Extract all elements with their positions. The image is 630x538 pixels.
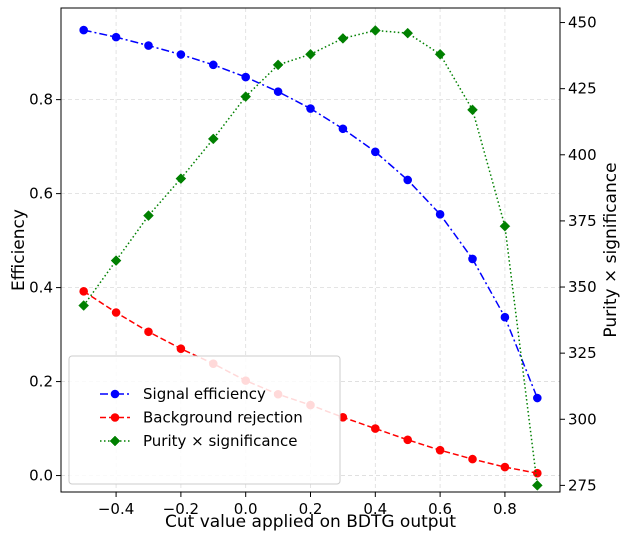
- series-0: [79, 25, 542, 403]
- y-tick-label: 0.2: [29, 373, 53, 391]
- series-2: [78, 25, 543, 491]
- data-point: [78, 300, 90, 311]
- data-point: [403, 435, 413, 445]
- y2-tick-label: 350: [568, 278, 597, 296]
- y-tick-label: 0.8: [29, 91, 53, 109]
- data-point: [533, 468, 542, 478]
- data-point: [79, 287, 88, 296]
- data-point: [531, 480, 543, 491]
- axes: −0.4 −0.2 0.0 0.2 0.4 0.6 0.8 0.0 0.2 0.4 0.6 0.8 27…: [29, 7, 597, 518]
- data-point: [402, 27, 414, 39]
- legend-entry: Purity × significance: [100, 432, 298, 450]
- data-point: [110, 255, 122, 266]
- data-point: [467, 104, 478, 116]
- y-axis-label: Efficiency: [9, 209, 29, 291]
- data-point: [207, 133, 219, 145]
- y-tick-label: 0.6: [29, 185, 53, 203]
- data-point: [337, 33, 349, 44]
- data-point: [176, 50, 186, 59]
- legend: Signal efficiency Background rejection Pur…: [68, 355, 341, 485]
- legend-label: Signal efficiency: [143, 385, 266, 403]
- data-point: [499, 220, 511, 232]
- legend-marker: [110, 413, 120, 422]
- data-point: [533, 393, 542, 403]
- data-point: [241, 72, 250, 82]
- data-point: [144, 327, 153, 337]
- y2-tick-label: 275: [568, 476, 597, 494]
- y2-axis-label: Purity × significance: [601, 162, 621, 337]
- x-tick-label: 0.6: [428, 500, 452, 518]
- data-point: [273, 87, 283, 96]
- data-point: [240, 91, 252, 102]
- data-point: [435, 209, 445, 219]
- y2-tick-label: 450: [568, 14, 597, 32]
- x-axis-label: Cut value applied on BDTG output: [165, 512, 456, 532]
- y2-tick-label: 375: [568, 212, 597, 230]
- legend-marker: [109, 435, 121, 447]
- x-tick-label: 0.8: [493, 500, 517, 518]
- y2-tick-label: 325: [568, 344, 597, 362]
- x-tick-label: −0.2: [163, 500, 199, 518]
- data-point: [338, 124, 348, 134]
- x-tick-label: 0.0: [234, 500, 258, 518]
- y2-tick-label: 300: [568, 410, 597, 428]
- legend-box: [68, 355, 341, 485]
- y-tick-label: 0.0: [29, 467, 53, 485]
- y2-tick-label: 425: [568, 80, 597, 98]
- data-point: [272, 59, 284, 71]
- data-point: [79, 25, 88, 35]
- x-tick-label: 0.2: [299, 500, 323, 518]
- data-point: [500, 312, 510, 322]
- data-point: [468, 454, 477, 464]
- data-point: [369, 25, 381, 36]
- data-point: [468, 254, 477, 264]
- legend-label: Purity × significance: [143, 432, 298, 450]
- legend-entry: Signal efficiency: [100, 385, 266, 403]
- data-point: [176, 344, 186, 353]
- legend-label: Background rejection: [143, 409, 303, 427]
- data-point: [111, 32, 121, 42]
- legend-marker: [110, 389, 120, 399]
- data-point: [175, 173, 187, 184]
- data-point: [435, 445, 445, 455]
- data-point: [111, 308, 121, 317]
- data-point: [500, 462, 510, 472]
- legend-entry: Background rejection: [100, 409, 303, 427]
- data-point: [144, 41, 153, 50]
- data-point: [143, 210, 154, 221]
- data-point: [208, 60, 218, 70]
- data-point: [434, 48, 446, 60]
- x-tick-label: 0.4: [363, 500, 387, 518]
- y-tick-label: 0.4: [29, 279, 53, 297]
- data-point: [306, 104, 315, 113]
- data-point: [305, 48, 316, 60]
- data-point: [403, 175, 413, 185]
- x-tick-label: −0.4: [98, 500, 134, 518]
- y2-tick-label: 400: [568, 146, 597, 164]
- grid: [61, 8, 560, 492]
- data-point: [371, 147, 380, 157]
- data-point: [371, 424, 380, 433]
